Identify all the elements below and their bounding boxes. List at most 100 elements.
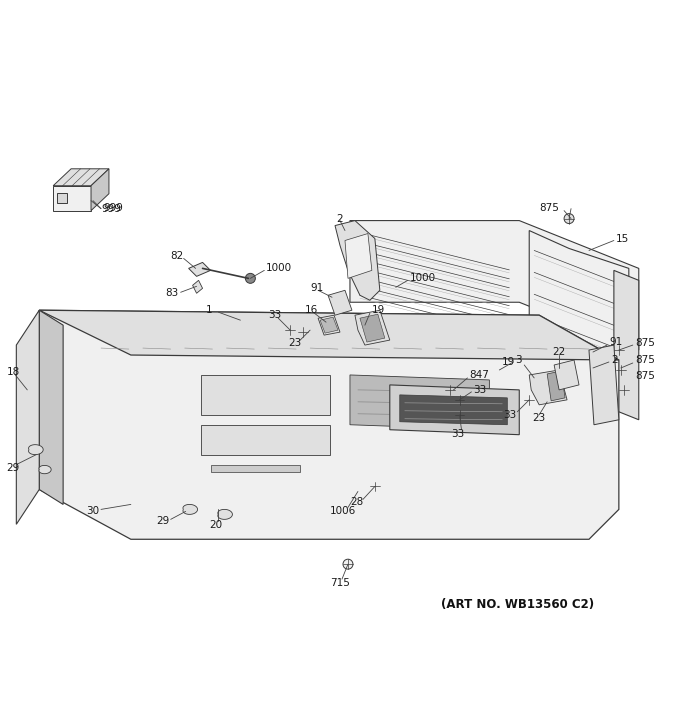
- Text: 999: 999: [103, 202, 123, 212]
- Text: 28: 28: [350, 497, 363, 507]
- Text: 33: 33: [503, 410, 516, 420]
- Text: 30: 30: [86, 506, 99, 516]
- Circle shape: [75, 397, 91, 413]
- Polygon shape: [201, 425, 330, 455]
- Text: 1000: 1000: [410, 273, 436, 283]
- Circle shape: [285, 325, 295, 335]
- Circle shape: [616, 365, 626, 375]
- Polygon shape: [201, 375, 330, 415]
- Circle shape: [245, 273, 256, 283]
- Polygon shape: [614, 270, 639, 420]
- Text: 33: 33: [269, 310, 282, 320]
- Polygon shape: [218, 510, 233, 519]
- Text: 15: 15: [616, 233, 629, 244]
- Polygon shape: [400, 395, 507, 425]
- Text: (ART NO. WB13560 C2): (ART NO. WB13560 C2): [441, 597, 594, 610]
- Polygon shape: [529, 231, 629, 390]
- Circle shape: [335, 473, 345, 483]
- Text: 29: 29: [156, 516, 169, 526]
- Circle shape: [17, 405, 37, 425]
- Text: 1006: 1006: [330, 506, 356, 516]
- Circle shape: [256, 475, 265, 484]
- Polygon shape: [211, 465, 300, 471]
- Circle shape: [524, 395, 534, 405]
- Polygon shape: [390, 385, 520, 435]
- Circle shape: [370, 481, 380, 492]
- Circle shape: [79, 401, 87, 409]
- Text: 33: 33: [451, 428, 464, 439]
- Polygon shape: [188, 262, 211, 276]
- Polygon shape: [91, 169, 109, 211]
- Text: 83: 83: [166, 289, 179, 298]
- Polygon shape: [192, 281, 203, 294]
- Circle shape: [298, 327, 308, 337]
- Text: 3: 3: [515, 355, 522, 365]
- Text: 18: 18: [6, 367, 20, 377]
- Circle shape: [395, 281, 405, 290]
- Circle shape: [295, 478, 305, 487]
- Text: 19: 19: [502, 357, 515, 367]
- Text: 33: 33: [473, 385, 487, 395]
- Circle shape: [454, 410, 464, 420]
- Polygon shape: [318, 315, 340, 335]
- Text: 847: 847: [469, 370, 490, 380]
- Text: 875: 875: [635, 338, 655, 348]
- Circle shape: [619, 385, 629, 395]
- Polygon shape: [183, 505, 198, 514]
- Polygon shape: [39, 310, 619, 360]
- Circle shape: [454, 395, 464, 405]
- Text: 19: 19: [372, 305, 385, 315]
- Polygon shape: [355, 310, 390, 345]
- Circle shape: [75, 431, 91, 447]
- Polygon shape: [554, 360, 579, 390]
- Text: 999: 999: [101, 204, 121, 214]
- Polygon shape: [39, 310, 619, 539]
- Polygon shape: [29, 444, 44, 455]
- Polygon shape: [589, 345, 619, 425]
- Circle shape: [614, 345, 624, 355]
- Text: 29: 29: [6, 463, 20, 473]
- Text: 23: 23: [288, 338, 301, 348]
- Polygon shape: [53, 186, 91, 211]
- Text: 82: 82: [171, 252, 184, 262]
- Polygon shape: [529, 370, 567, 405]
- Polygon shape: [350, 375, 490, 430]
- Text: 2: 2: [611, 355, 617, 365]
- Polygon shape: [39, 465, 51, 473]
- Circle shape: [306, 326, 314, 334]
- Text: 20: 20: [209, 521, 222, 530]
- Text: 2: 2: [337, 214, 343, 223]
- Circle shape: [564, 214, 574, 223]
- Circle shape: [186, 475, 196, 484]
- Polygon shape: [547, 371, 565, 401]
- Text: 1: 1: [205, 305, 212, 315]
- Polygon shape: [335, 220, 380, 300]
- Text: 91: 91: [609, 337, 622, 347]
- Circle shape: [445, 385, 454, 395]
- Text: 715: 715: [330, 578, 350, 588]
- Circle shape: [216, 479, 226, 489]
- Polygon shape: [57, 193, 67, 203]
- Polygon shape: [320, 317, 338, 333]
- Polygon shape: [345, 233, 372, 278]
- Circle shape: [79, 436, 87, 444]
- Text: 16: 16: [305, 305, 318, 315]
- Text: 1000: 1000: [267, 263, 292, 273]
- Text: 875: 875: [635, 371, 655, 381]
- Circle shape: [79, 455, 87, 463]
- Circle shape: [75, 452, 91, 468]
- Polygon shape: [360, 314, 385, 342]
- Circle shape: [194, 283, 201, 289]
- Polygon shape: [39, 310, 63, 505]
- Text: 22: 22: [552, 347, 566, 357]
- Circle shape: [343, 559, 353, 569]
- Text: 875: 875: [635, 355, 655, 365]
- Polygon shape: [328, 290, 352, 315]
- Text: 875: 875: [539, 202, 559, 212]
- Circle shape: [353, 486, 363, 497]
- Polygon shape: [53, 169, 109, 186]
- Text: 23: 23: [532, 413, 545, 423]
- Polygon shape: [350, 220, 639, 350]
- Text: 91: 91: [310, 283, 324, 294]
- Circle shape: [22, 410, 32, 420]
